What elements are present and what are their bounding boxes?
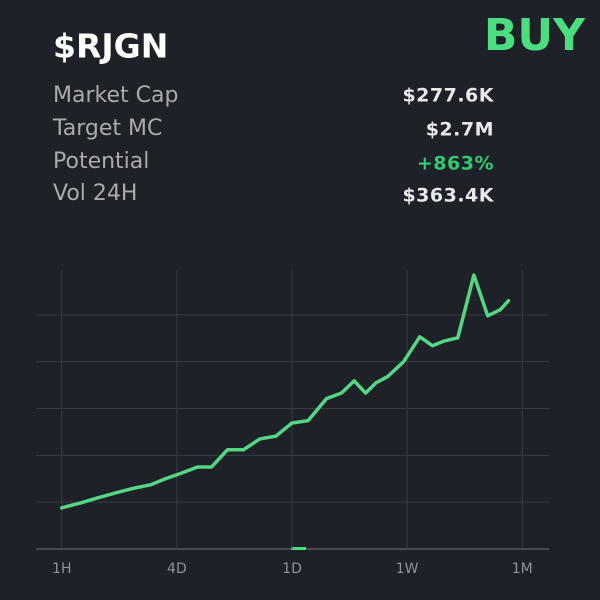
price-line [60, 273, 511, 510]
stat-label: Target MC [52, 116, 162, 141]
stat-value: $363.4K [402, 185, 494, 207]
x-tick-label: 4D [167, 561, 187, 577]
stat-label: Market Cap [53, 83, 178, 108]
x-tick-label: 1H [52, 561, 71, 577]
selected-indicator [291, 547, 306, 550]
ticker: $RJGN [53, 27, 168, 66]
stat-value: $277.6K [402, 85, 494, 107]
x-tick-label: 1W [396, 561, 419, 577]
stat-label: Vol 24H [53, 181, 137, 206]
x-tick-label: 1M [512, 561, 533, 577]
x-tick-label: 1D [282, 561, 302, 577]
signal: BUY [484, 10, 586, 61]
stat-value: +863% [417, 153, 494, 175]
stat-label: Potential [53, 149, 149, 174]
stat-value: $2.7M [426, 119, 494, 141]
